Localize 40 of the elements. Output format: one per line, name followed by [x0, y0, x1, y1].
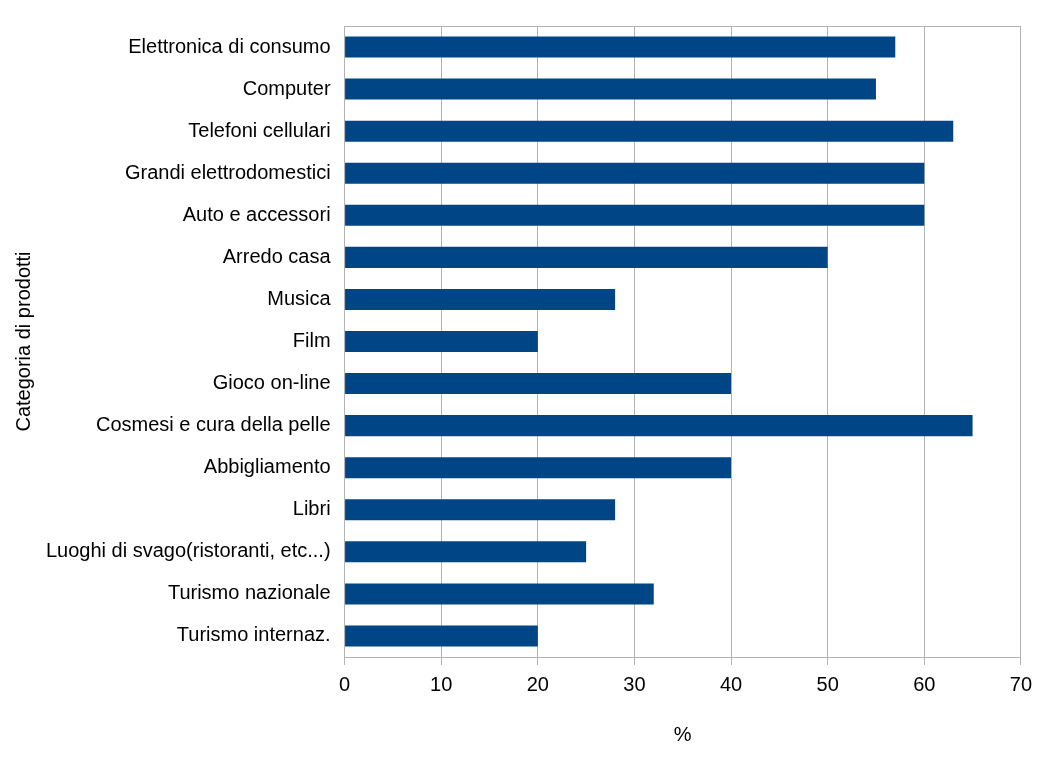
- bar: [345, 625, 538, 647]
- bar: [345, 373, 732, 395]
- x-axis-title: %: [673, 722, 692, 745]
- x-tick-label: 50: [816, 672, 839, 695]
- bar: [345, 583, 654, 605]
- y-axis-title: Categoria di prodotti: [11, 251, 34, 432]
- bar: [345, 204, 925, 226]
- bar: [345, 246, 828, 268]
- x-tick-label: 0: [339, 672, 351, 695]
- x-tick-label: 30: [623, 672, 646, 695]
- y-tick-label: Gioco on-line: [212, 371, 331, 394]
- bar: [345, 36, 896, 58]
- bar: [345, 330, 538, 353]
- bar: [345, 120, 954, 142]
- y-tick-label: Abbigliamento: [203, 455, 331, 478]
- y-tick-label: Turismo nazionale: [167, 581, 331, 604]
- bar: [345, 541, 587, 563]
- x-tick-label: 60: [913, 672, 936, 695]
- y-tick-label: Auto e accessori: [182, 202, 331, 225]
- bar: [345, 288, 616, 310]
- y-tick-label: Cosmesi e cura della pelle: [96, 413, 331, 436]
- bar: [345, 162, 925, 184]
- y-tick-label: Turismo internaz.: [176, 623, 331, 646]
- y-tick-label: Computer: [242, 76, 331, 99]
- y-tick-label: Libri: [292, 497, 331, 520]
- x-tick-label: 70: [1009, 672, 1032, 695]
- y-tick-label: Luoghi di svago(ristoranti, etc...): [45, 539, 331, 562]
- bar: [345, 78, 876, 100]
- y-tick-label: Elettronica di consumo: [128, 34, 331, 57]
- bar: [345, 457, 732, 479]
- y-tick-label: Musica: [267, 286, 332, 309]
- y-tick-label: Telefoni cellulari: [188, 118, 331, 141]
- bar: [345, 499, 616, 521]
- x-tick-label: 40: [719, 672, 743, 695]
- x-tick-label: 20: [526, 672, 549, 695]
- x-tick-label: 10: [430, 672, 453, 695]
- y-tick-label: Film: [292, 329, 331, 352]
- y-tick-label: Grandi elettrodomestici: [124, 160, 331, 183]
- y-tick-label: Arredo casa: [222, 244, 332, 267]
- bar: [345, 415, 973, 437]
